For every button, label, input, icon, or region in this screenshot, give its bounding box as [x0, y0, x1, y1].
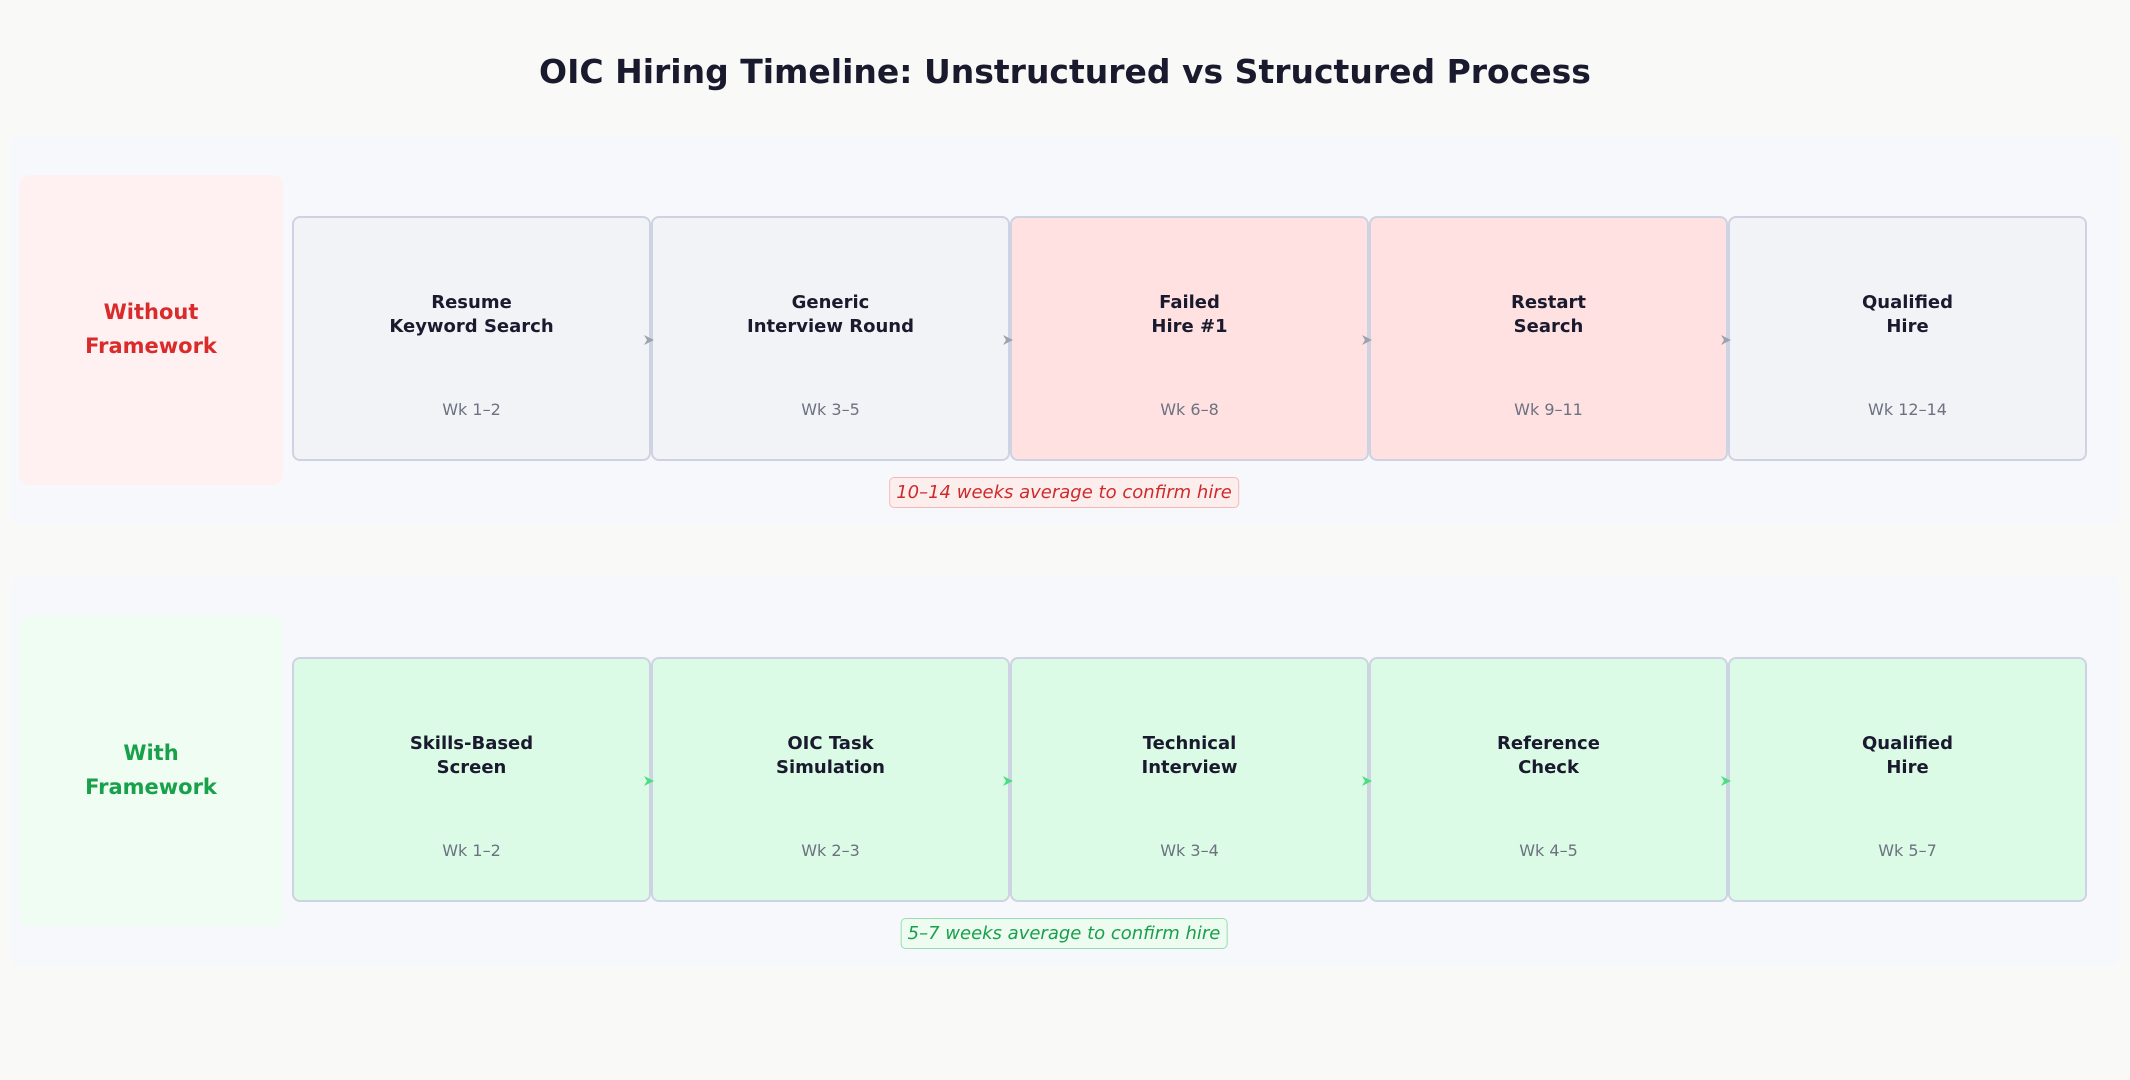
stage-qualified-hire: Qualified Hire Wk 5–7: [1728, 657, 2087, 902]
stage-time: Wk 4–5: [1519, 841, 1578, 860]
stage-name: Generic Interview Round: [747, 292, 914, 338]
stage-time: Wk 5–7: [1878, 841, 1937, 860]
stage-generic-interview-round: Generic Interview Round Wk 3–5: [651, 216, 1010, 461]
arrow-right-icon: [644, 335, 654, 345]
stage-time: Wk 6–8: [1160, 400, 1219, 419]
stage-restart-search: Restart Search Wk 9–11: [1369, 216, 1728, 461]
arrow-right-icon: [1003, 776, 1013, 786]
stage-name: Qualified Hire: [1861, 292, 1954, 338]
stage-time: Wk 3–5: [801, 400, 860, 419]
stage-time: Wk 12–14: [1868, 400, 1947, 419]
lane-label-with-framework: With Framework: [19, 616, 283, 926]
lane-label-without-framework: Without Framework: [19, 175, 283, 485]
lane-label-text: With Framework: [85, 741, 217, 799]
stage-time: Wk 3–4: [1160, 841, 1219, 860]
lane-label-text: Without Framework: [85, 300, 217, 358]
stage-reference-check: Reference Check Wk 4–5: [1369, 657, 1728, 902]
stage-name: Resume Keyword Search: [389, 292, 554, 338]
diagram-title: OIC Hiring Timeline: Unstructured vs Str…: [539, 52, 1591, 91]
stage-name: Reference Check: [1497, 733, 1600, 779]
arrow-right-icon: [1362, 335, 1372, 345]
arrow-right-icon: [1362, 776, 1372, 786]
stage-qualified-hire: Qualified Hire Wk 12–14: [1728, 216, 2087, 461]
stage-time: Wk 2–3: [801, 841, 860, 860]
stage-time: Wk 1–2: [442, 400, 501, 419]
stage-name: OIC Task Simulation: [776, 733, 885, 779]
stage-name: Skills-Based Screen: [409, 733, 534, 779]
stage-name: Restart Search: [1510, 292, 1586, 338]
arrow-right-icon: [644, 776, 654, 786]
summary-badge-with-framework: 5–7 weeks average to confirm hire: [900, 918, 1228, 949]
stage-name: Qualified Hire: [1861, 733, 1954, 779]
summary-badge-without-framework: 10–14 weeks average to confirm hire: [889, 477, 1239, 508]
stage-resume-keyword-search: Resume Keyword Search Wk 1–2: [292, 216, 651, 461]
stage-time: Wk 9–11: [1514, 400, 1583, 419]
stage-failed-hire-1: Failed Hire #1 Wk 6–8: [1010, 216, 1369, 461]
arrow-right-icon: [1721, 776, 1731, 786]
stage-skills-based-screen: Skills-Based Screen Wk 1–2: [292, 657, 651, 902]
stage-name: Technical Interview: [1141, 733, 1238, 779]
stage-technical-interview: Technical Interview Wk 3–4: [1010, 657, 1369, 902]
arrow-right-icon: [1003, 335, 1013, 345]
arrow-right-icon: [1721, 335, 1731, 345]
stage-oic-task-simulation: OIC Task Simulation Wk 2–3: [651, 657, 1010, 902]
stage-time: Wk 1–2: [442, 841, 501, 860]
stage-name: Failed Hire #1: [1151, 292, 1228, 338]
